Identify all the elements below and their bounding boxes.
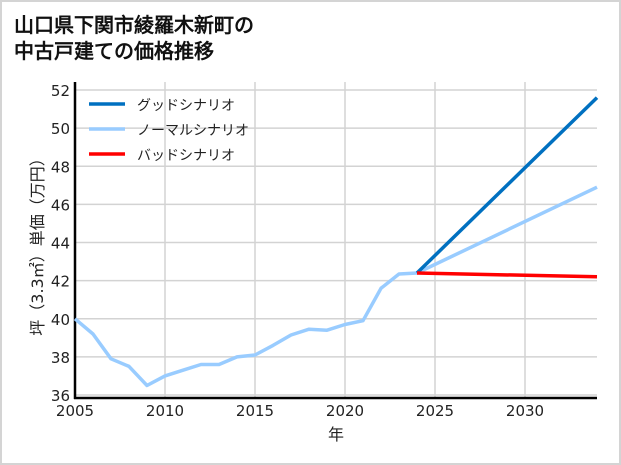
x-tick-label: 2015 — [236, 402, 274, 420]
series-line — [415, 96, 599, 275]
y-tick-label: 44 — [51, 235, 70, 253]
y-tick-label: 52 — [51, 82, 70, 100]
series-line — [73, 185, 598, 388]
y-tick-label: 42 — [51, 273, 70, 291]
y-tick-label: 50 — [51, 120, 70, 138]
y-axis-label: 坪（3.3㎡）単価（万円） — [28, 150, 47, 335]
x-tick-label: 2020 — [326, 402, 364, 420]
legend-label: バッドシナリオ — [137, 148, 235, 164]
x-tick-label: 2025 — [416, 402, 454, 420]
chart-title: 山口県下関市綾羅木新町の 中古戸建ての価格推移 — [14, 13, 254, 63]
x-tick-label: 2010 — [146, 402, 184, 420]
series-line — [416, 271, 598, 279]
x-tick-label: 2030 — [506, 402, 544, 420]
y-tick-label: 46 — [51, 196, 70, 214]
y-tick-label: 48 — [51, 158, 70, 176]
x-axis-label: 年 — [328, 425, 344, 444]
y-tick-label: 36 — [51, 387, 70, 405]
legend-label: ノーマルシナリオ — [137, 123, 249, 139]
x-tick-label: 2005 — [56, 402, 94, 420]
y-tick-label: 38 — [51, 349, 70, 367]
legend-label: グッドシナリオ — [137, 98, 235, 114]
y-tick-label: 40 — [51, 311, 70, 329]
